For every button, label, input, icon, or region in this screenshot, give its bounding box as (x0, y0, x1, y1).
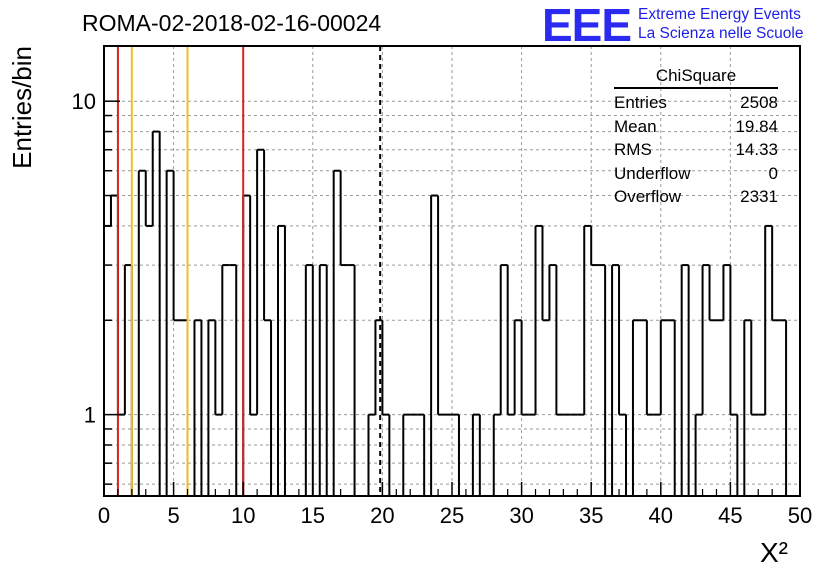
x-tick-label: 10 (231, 503, 255, 528)
stats-row-overflow: Overflow 2331 (614, 185, 778, 209)
y-tick-label: 1 (84, 403, 96, 428)
x-tick-label: 45 (718, 503, 742, 528)
stats-row-rms: RMS 14.33 (614, 138, 778, 162)
eee-logo-mark: EEE (542, 0, 632, 51)
stats-value: 2331 (740, 187, 778, 206)
stats-row-entries: Entries 2508 (614, 91, 778, 115)
stats-value: 0 (768, 163, 778, 183)
stats-value: 19.84 (735, 116, 778, 136)
x-tick-label: 40 (649, 503, 673, 528)
x-tick-label: 0 (98, 503, 110, 528)
stats-label: Overflow (614, 187, 682, 206)
x-axis-label: X² (760, 537, 788, 568)
logo-line-1: Extreme Energy Events (638, 6, 801, 23)
x-tick-label: 50 (788, 503, 812, 528)
stats-label: RMS (614, 140, 652, 159)
x-tick-label: 20 (370, 503, 394, 528)
stats-value: 2508 (740, 93, 778, 112)
stats-row-mean: Mean 19.84 (614, 115, 778, 139)
histogram-bars (103, 130, 800, 497)
stats-label: Mean (614, 116, 657, 136)
axis-ticks: 0 5 10 15 20 25 30 35 40 45 50 1 10 (72, 89, 813, 528)
x-tick-label: 30 (509, 503, 533, 528)
x-tick-label: 25 (440, 503, 464, 528)
grid-lines (104, 46, 800, 496)
stats-label: Entries (614, 93, 667, 112)
stats-row-underflow: Underflow 0 (614, 162, 778, 186)
x-tick-label: 35 (579, 503, 603, 528)
stats-label: Underflow (614, 163, 691, 183)
x-tick-label: 15 (301, 503, 325, 528)
marker-lines (116, 46, 382, 496)
y-axis-label: Entries/bin (7, 46, 37, 169)
stats-title: ChiSquare (614, 66, 778, 89)
eee-logo: EEE Extreme Energy Events La Scienza nel… (542, 0, 832, 51)
run-title: ROMA-02-2018-02-16-00024 (82, 10, 382, 36)
x-tick-label: 5 (167, 503, 179, 528)
stats-value: 14.33 (735, 140, 778, 159)
stats-box: ChiSquare Entries 2508 Mean 19.84 RMS 14… (614, 66, 778, 209)
logo-line-2: La Scienza nelle Scuole (638, 25, 804, 42)
y-tick-label: 10 (72, 89, 96, 114)
